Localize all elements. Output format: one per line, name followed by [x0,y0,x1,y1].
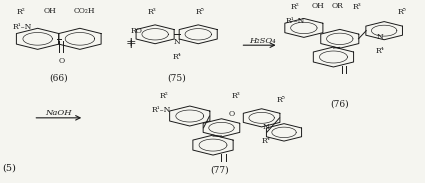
Text: H₂SO₄: H₂SO₄ [249,37,276,45]
Text: R¹–N: R¹–N [152,106,171,114]
Text: CO₂H: CO₂H [74,7,95,15]
Text: O: O [229,110,235,118]
Text: N: N [174,38,181,46]
Text: R⁴: R⁴ [173,53,181,61]
Text: (66): (66) [49,73,68,82]
Text: OH: OH [312,2,324,10]
Text: (75): (75) [168,73,187,82]
Text: R¹–N: R¹–N [12,23,31,31]
Text: RO: RO [130,27,142,35]
Text: N: N [263,123,269,131]
Text: R²: R² [16,8,25,16]
Text: +: + [125,38,136,51]
Text: R³: R³ [352,3,361,11]
Text: (77): (77) [210,166,229,175]
Text: R⁵: R⁵ [276,96,285,104]
Text: OH: OH [44,7,57,15]
Text: R⁴: R⁴ [261,137,270,145]
Text: OR: OR [332,2,343,10]
Text: R²: R² [291,3,300,11]
Text: R³: R³ [147,8,156,16]
Text: R¹–N: R¹–N [286,17,305,25]
Text: N: N [377,33,383,41]
Text: R²: R² [160,92,169,100]
Text: +: + [125,36,136,49]
Text: NaOH: NaOH [45,109,72,117]
Text: O: O [59,57,65,65]
Text: R³: R³ [232,92,241,100]
Text: (5): (5) [3,163,16,172]
Text: R⁵: R⁵ [398,8,407,16]
Text: (76): (76) [331,100,349,109]
Text: R⁴: R⁴ [376,47,384,55]
Text: R⁵: R⁵ [195,8,204,16]
